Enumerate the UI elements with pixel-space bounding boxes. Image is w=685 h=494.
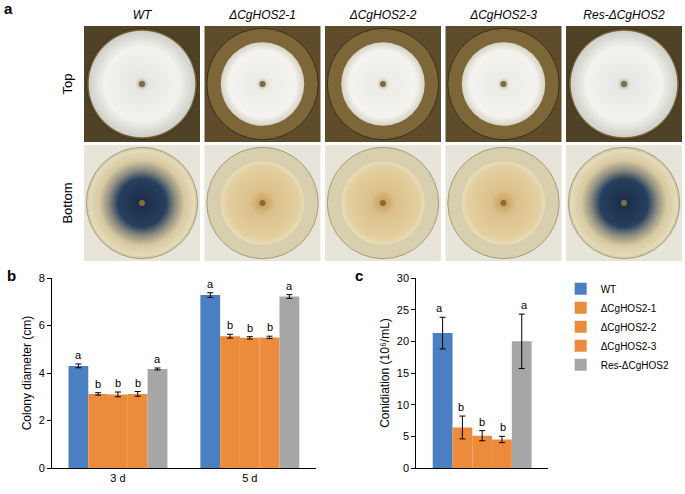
svg-text:a: a: [75, 349, 82, 361]
svg-text:0: 0: [403, 462, 409, 474]
svg-text:a: a: [286, 280, 293, 292]
svg-text:2: 2: [39, 414, 45, 426]
svg-text:ΔCgHOS2-3: ΔCgHOS2-3: [601, 341, 657, 352]
svg-text:8: 8: [39, 272, 45, 284]
svg-text:b: b: [267, 321, 273, 333]
svg-text:10: 10: [397, 399, 409, 411]
svg-text:b: b: [115, 377, 121, 389]
svg-text:a: a: [436, 302, 443, 314]
svg-text:b: b: [135, 377, 141, 389]
svg-text:b: b: [7, 267, 16, 284]
svg-text:30: 30: [397, 272, 409, 284]
svg-text:5 d: 5 d: [242, 472, 257, 484]
svg-text:ΔCgHOS2-1: ΔCgHOS2-1: [601, 303, 657, 314]
svg-text:b: b: [95, 378, 101, 390]
svg-text:ΔCgHOS2-2: ΔCgHOS2-2: [349, 8, 417, 22]
svg-text:0: 0: [39, 462, 45, 474]
svg-text:WT: WT: [133, 8, 153, 22]
svg-text:6: 6: [39, 319, 45, 331]
svg-text:c: c: [355, 267, 363, 284]
svg-text:b: b: [227, 319, 233, 331]
svg-text:4: 4: [39, 367, 45, 379]
svg-text:ΔCgHOS2-2: ΔCgHOS2-2: [601, 322, 657, 333]
svg-text:Top: Top: [60, 74, 75, 95]
svg-text:WT: WT: [601, 284, 617, 295]
svg-text:Bottom: Bottom: [60, 182, 75, 223]
svg-text:Res-ΔCgHOS2: Res-ΔCgHOS2: [583, 8, 665, 22]
svg-text:a: a: [207, 278, 214, 290]
svg-text:Conidiation (10⁶/mL): Conidiation (10⁶/mL): [378, 318, 392, 428]
svg-text:20: 20: [397, 335, 409, 347]
svg-text:5: 5: [403, 430, 409, 442]
svg-text:b: b: [500, 421, 506, 433]
svg-text:ΔCgHOS2-1: ΔCgHOS2-1: [228, 8, 296, 22]
svg-text:Res-ΔCgHOS2: Res-ΔCgHOS2: [601, 360, 669, 371]
svg-text:a: a: [154, 353, 161, 365]
svg-text:25: 25: [397, 304, 409, 316]
svg-text:a: a: [4, 0, 13, 17]
svg-text:b: b: [479, 416, 485, 428]
svg-text:ΔCgHOS2-3: ΔCgHOS2-3: [469, 8, 537, 22]
svg-text:Colony diameter (cm): Colony diameter (cm): [20, 316, 34, 431]
svg-text:15: 15: [397, 367, 409, 379]
svg-text:b: b: [458, 401, 464, 413]
svg-text:a: a: [521, 299, 528, 311]
svg-text:3 d: 3 d: [110, 472, 125, 484]
svg-text:b: b: [247, 322, 253, 334]
